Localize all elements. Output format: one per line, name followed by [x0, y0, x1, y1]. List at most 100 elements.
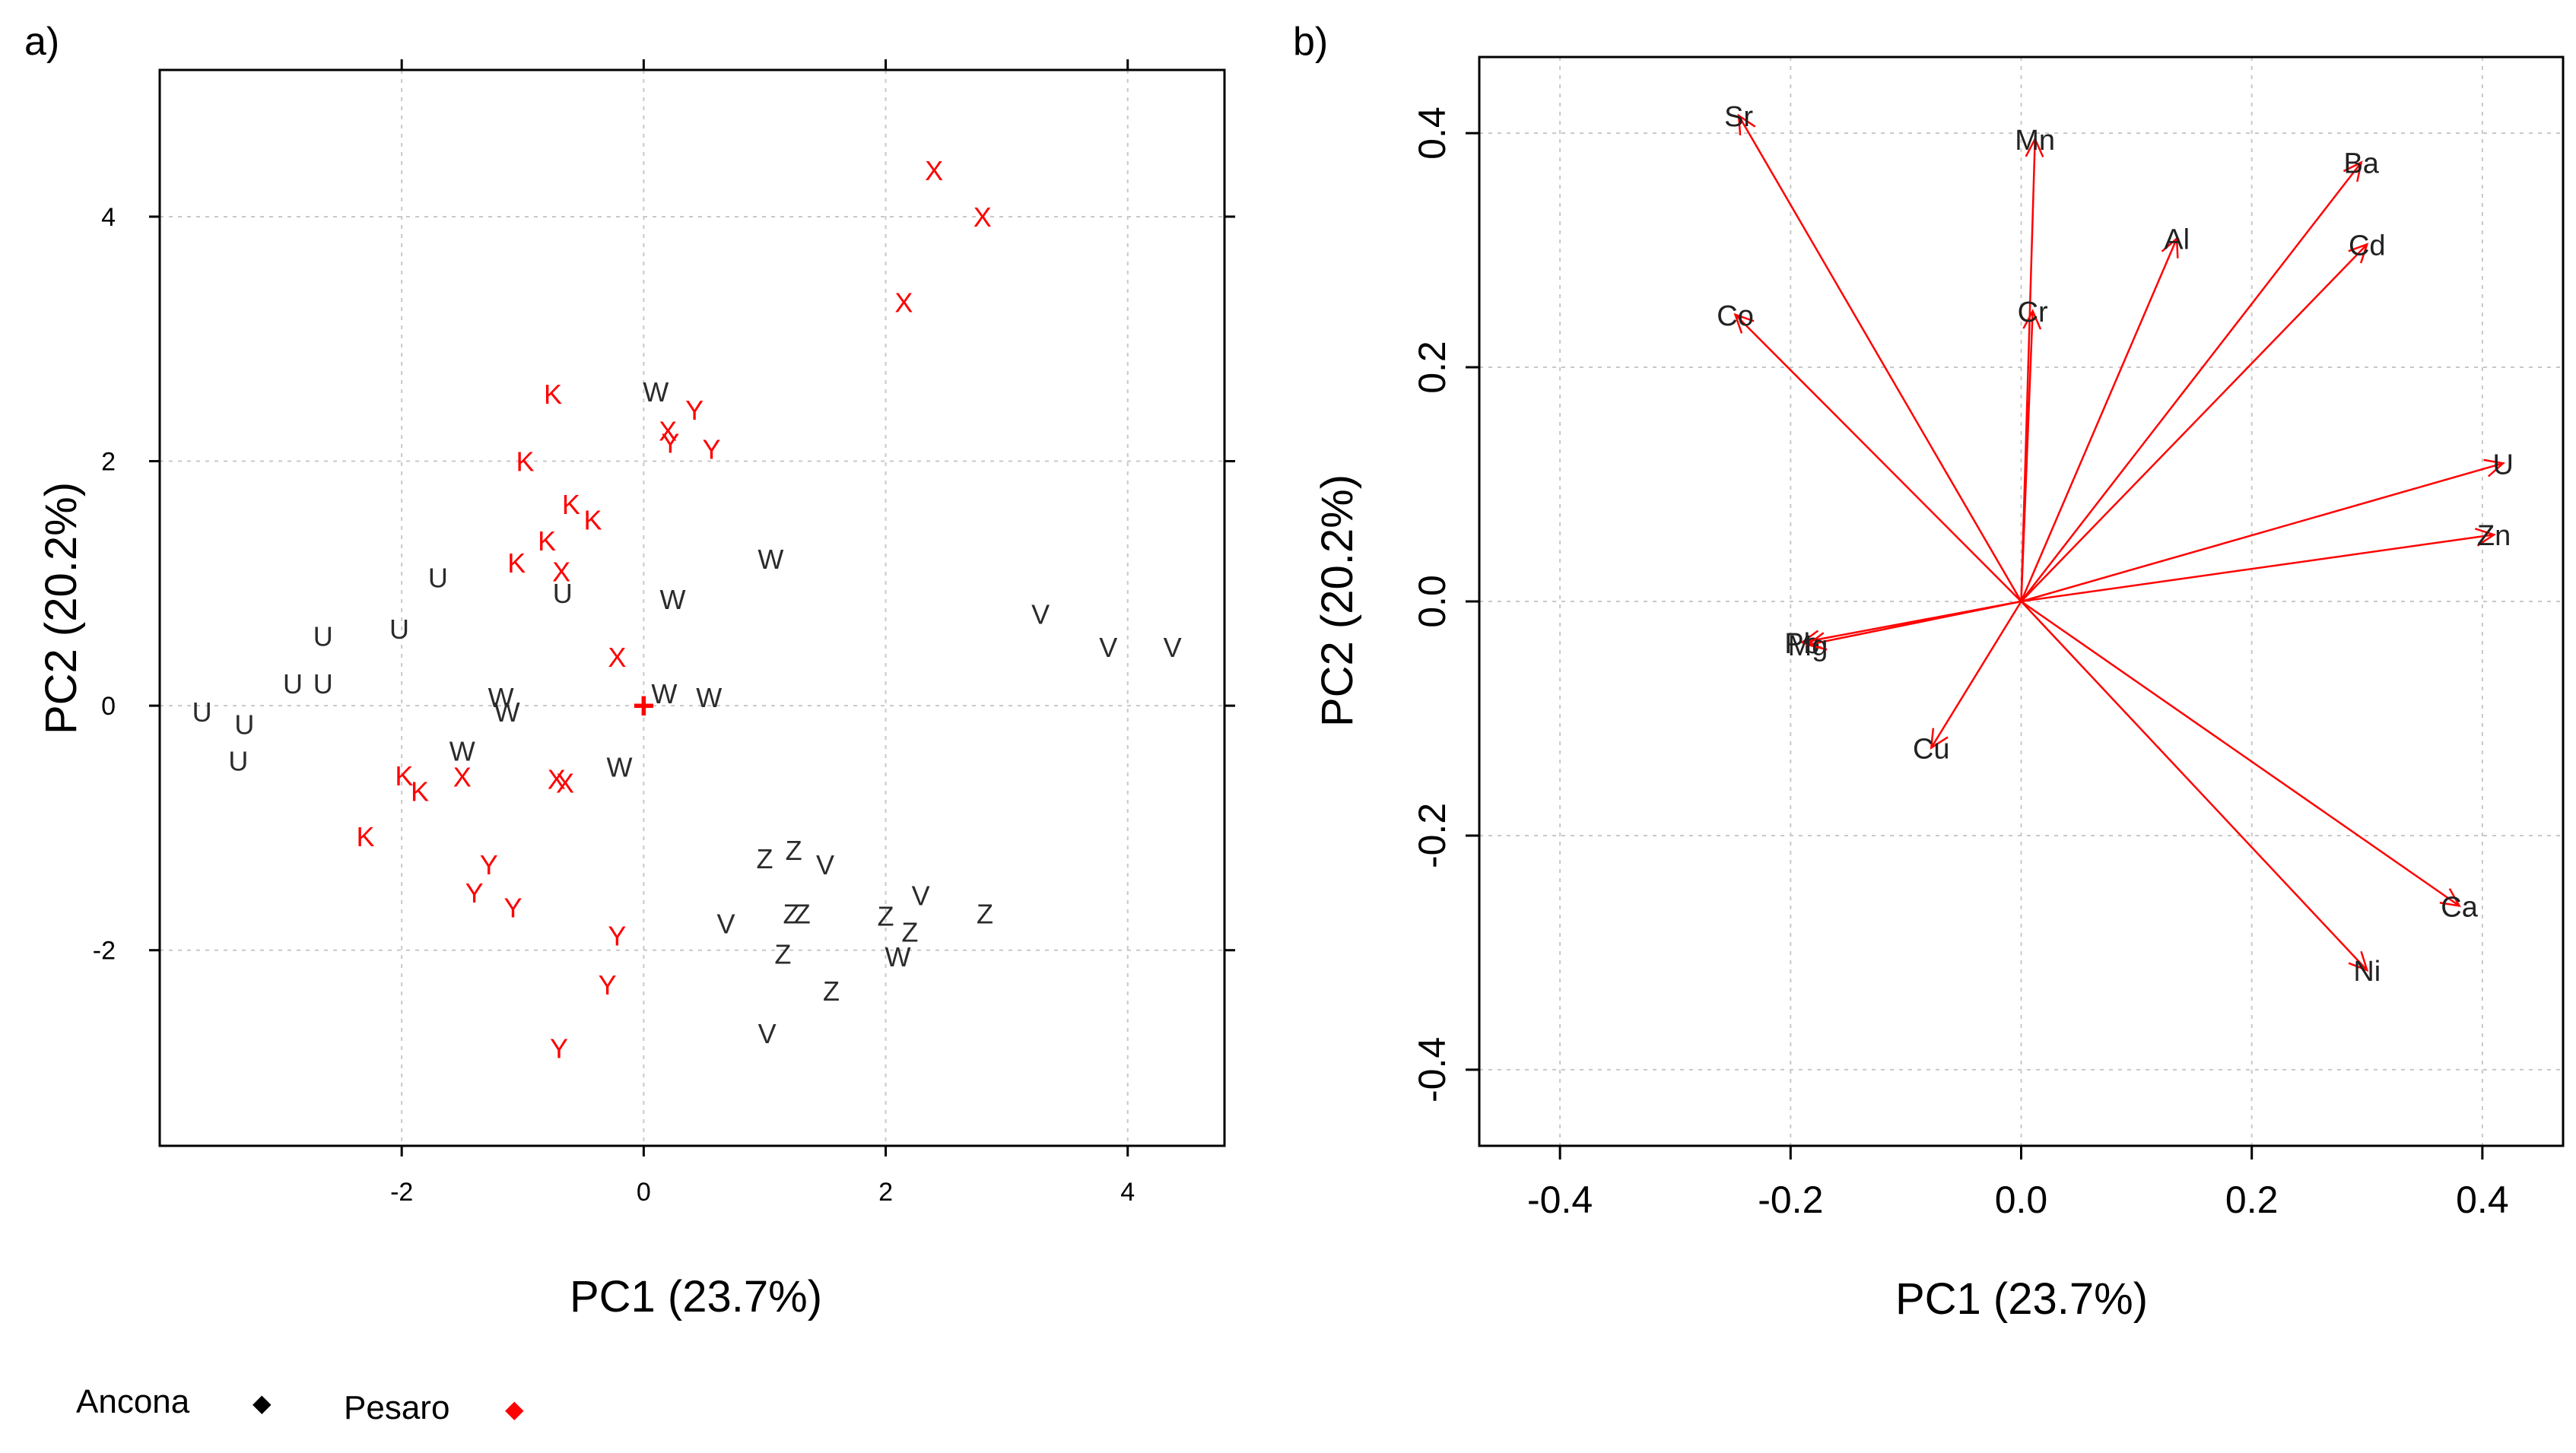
scatter-point: X	[659, 415, 677, 446]
scatter-point: W	[660, 584, 686, 615]
loading-label: Al	[2164, 224, 2190, 256]
y-axis-label: PC2 (20.2%)	[1313, 474, 1362, 727]
loading-label: Sr	[1724, 101, 1753, 133]
loading-label: Mg	[1788, 630, 1828, 662]
scatter-point: U	[228, 745, 248, 776]
scatter-point: X	[453, 761, 472, 792]
x-tick-label: 0.0	[1995, 1179, 2048, 1221]
axes: -0.4 -0.2 0.0 0.2 0.4 -0.4 -0.2 0.0 0.2 0.4	[1411, 106, 2509, 1221]
loading-arrow: Co	[1717, 300, 2022, 602]
grid	[160, 70, 1224, 1146]
scatter-point: Y	[599, 969, 617, 1001]
loading-arrow: Mg	[1788, 600, 2022, 662]
scatter-point: X	[608, 642, 626, 673]
legend-pesaro-marker: ◆	[505, 1395, 524, 1423]
arrow-head	[2161, 236, 2179, 259]
scatter-point: K	[538, 525, 556, 557]
panel-a-label: a)	[24, 20, 59, 64]
legend: Ancona ◆ Pesaro ◆	[76, 1383, 524, 1426]
scatter-point: K	[516, 446, 534, 477]
y-tick-label: 0.0	[1411, 575, 1453, 628]
loading-label: Ba	[2343, 148, 2379, 180]
panel-b-label: b)	[1293, 20, 1328, 64]
y-tick-label: -0.2	[1411, 803, 1453, 868]
loading-arrow: Ni	[2020, 601, 2381, 988]
scatter-point: K	[411, 776, 429, 807]
arrow-head	[2474, 528, 2496, 547]
loading-arrow: Al	[2020, 224, 2190, 602]
arrow-shaft	[2020, 243, 2368, 602]
y-tick-label: 0.4	[1411, 106, 1453, 160]
x-axis-label: PC1 (23.7%)	[1895, 1274, 2148, 1324]
y-tick-label: 2	[101, 448, 116, 477]
loading-label: U	[2492, 449, 2513, 481]
loading-arrow: Cd	[2020, 230, 2386, 602]
arrow-shaft	[1930, 601, 2022, 749]
scatter-point: Z	[783, 898, 799, 929]
scatter-point: V	[912, 880, 930, 911]
x-tick-label: -0.4	[1527, 1179, 1593, 1221]
loading-label: Cr	[2018, 297, 2048, 328]
y-tick-label: 0.2	[1411, 341, 1453, 394]
loading-arrow: U	[2021, 449, 2514, 603]
scatter-point: Z	[774, 939, 791, 970]
scatter-point: X	[556, 767, 574, 798]
scatter-point: W	[488, 682, 514, 713]
scatter-point: V	[1031, 599, 1050, 630]
scatter-point: Y	[702, 433, 720, 465]
scatter-point: W	[643, 376, 669, 408]
arrow-shaft	[1738, 115, 2022, 602]
scatter-point: Y	[550, 1033, 568, 1064]
loading-label: Ca	[2441, 891, 2478, 923]
x-tick-label: 0.4	[2456, 1179, 2509, 1221]
arrow-shaft	[2021, 533, 2495, 603]
loading-arrow: Ba	[2020, 148, 2380, 602]
scatter-point: V	[717, 908, 735, 939]
x-tick-label: 0	[637, 1178, 651, 1207]
scatter-point: W	[449, 736, 475, 767]
legend-ancona-marker: ◆	[253, 1389, 272, 1417]
scatter-point: W	[607, 752, 633, 783]
scatter-point: K	[507, 547, 526, 579]
scatter-point: Y	[661, 427, 679, 458]
scatter-point: Y	[465, 877, 484, 909]
arrow-head	[2343, 160, 2363, 182]
scatter-point: V	[758, 1018, 777, 1049]
scatter-point: W	[651, 678, 677, 709]
scatter-point: X	[548, 764, 566, 795]
scatter-point: Y	[504, 892, 523, 923]
axes: -2 0 2 4 -2 0 2 4	[93, 59, 1235, 1207]
loading-label: Zn	[2477, 520, 2511, 552]
legend-ancona-label: Ancona	[76, 1383, 190, 1420]
arrow-shaft	[2020, 600, 2460, 907]
loading-label: Mn	[2015, 125, 2055, 157]
arrow-head	[1737, 113, 1756, 136]
legend-pesaro-label: Pesaro	[344, 1389, 449, 1426]
arrow-shaft	[1807, 600, 2022, 646]
scatter-point: Z	[823, 976, 840, 1007]
scatter-point: K	[395, 760, 413, 792]
scatter-point: K	[544, 379, 562, 410]
loading-label: Ni	[2353, 956, 2381, 988]
scatter-point: W	[696, 682, 722, 713]
scatter-point: U	[283, 668, 303, 700]
scatter-point: Z	[756, 843, 773, 874]
biplot-panel: b) -0.4 -0.2 0.0 0.2 0.4 -0.4 -0.2 0.0 0.2 0.4 Sr…	[1293, 20, 2565, 1324]
scatter-point: U	[192, 696, 212, 728]
scatter-point: X	[894, 287, 913, 319]
y-tick-label: -0.4	[1411, 1037, 1453, 1102]
arrow-shaft	[1734, 313, 2022, 602]
y-tick-label: 0	[101, 692, 116, 721]
x-tick-label: 4	[1120, 1178, 1135, 1207]
x-tick-label: -2	[390, 1178, 413, 1207]
scatter-point: W	[494, 696, 520, 728]
scatter-point: V	[1099, 632, 1117, 663]
loading-label: Cd	[2349, 230, 2386, 262]
x-axis-label: PC1 (23.7%)	[570, 1272, 822, 1321]
centroid-marker: +	[633, 684, 655, 727]
arrow-head	[1930, 728, 1949, 750]
arrow-head	[1733, 312, 1755, 334]
